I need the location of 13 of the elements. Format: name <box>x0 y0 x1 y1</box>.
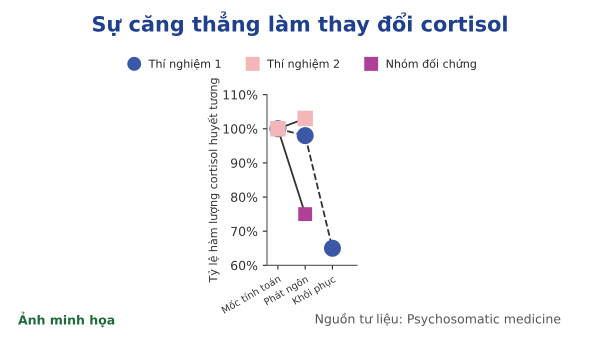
y-tick-label: 80% <box>231 192 258 202</box>
y-tick-label: 60% <box>231 260 258 270</box>
chart-title: Sự căng thẳng làm thay đổi cortisol <box>92 11 507 36</box>
legend-label: Thí nghiệm 1 <box>148 58 221 70</box>
text: Nguồn tư liệu: Psychosomatic medicine <box>316 312 560 326</box>
legend-label: Thí nghiệm 2 <box>267 58 339 70</box>
text: Ảnh minh họa <box>18 312 114 328</box>
y-tick-label: 70% <box>231 226 258 236</box>
y-tick-label: 90% <box>230 158 258 168</box>
y-axis-title: Tỷ lệ hàm lượng cortisol huyết tương <box>208 78 220 282</box>
legend-label: Nhóm đối chứng <box>386 58 476 70</box>
y-tick-label: 100% <box>224 124 258 134</box>
y-tick-label: 110% <box>224 90 258 100</box>
